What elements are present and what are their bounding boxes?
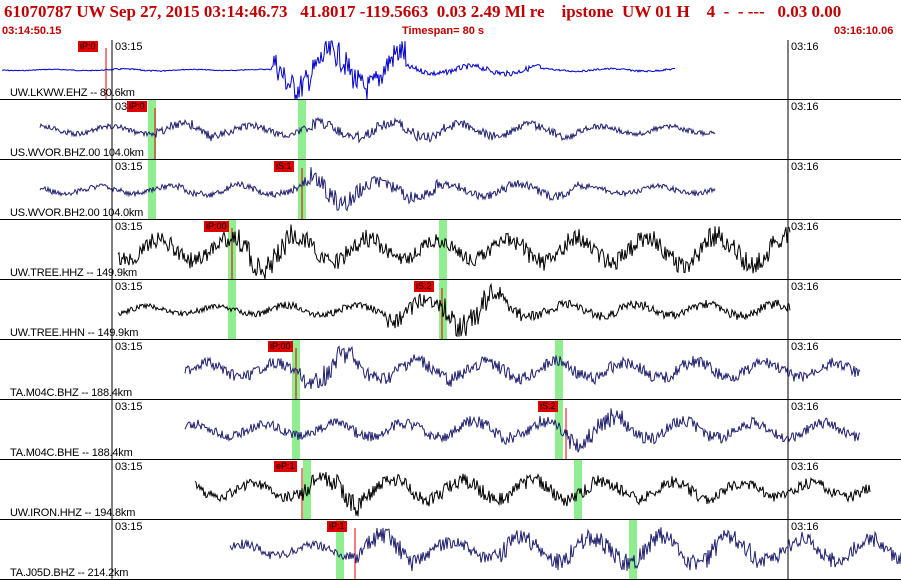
channel-label: UW.LKWW.EHZ -- 80.6km — [10, 87, 135, 99]
trace-panel[interactable]: 03:15 03:16 iP:1 TA.J05D.BHZ -- 214.2km — [0, 520, 901, 580]
trace-panel[interactable]: 03:15 03:16 eP:1 UW.IRON.HHZ -- 194.8km — [0, 460, 901, 520]
tick-label-right: 03:16 — [791, 161, 819, 173]
tick-label-right: 03:16 — [791, 341, 819, 353]
waveform-trace — [1, 40, 676, 100]
phase-pick-label[interactable]: eP:1 — [274, 461, 297, 472]
phase-window-bar — [629, 520, 637, 580]
trace-canvas — [0, 100, 901, 160]
channel-label: US.WVOR.BHZ.00 104.0km — [10, 147, 144, 159]
trace-panel[interactable]: 03:15 03:16 iS:1 US.WVOR.BH2.00 104.0km — [0, 160, 901, 220]
channel-label: UW.TREE.HHZ -- 149.9km — [10, 267, 138, 279]
trace-canvas — [0, 40, 901, 100]
channel-label: TA.M04C.BHE -- 188.4km — [10, 447, 133, 459]
tick-label-left: 03:15 — [115, 401, 143, 413]
phase-pick-label[interactable]: iS:2 — [414, 281, 434, 292]
timespan-label: Timespan= 80 s — [402, 25, 485, 37]
trace-canvas — [0, 220, 901, 280]
waveform-trace — [184, 408, 861, 453]
waveform-trace — [194, 471, 871, 517]
tick-label-left: 03:15 — [115, 281, 143, 293]
phase-pick-label[interactable]: iP:1 — [327, 521, 347, 532]
tick-label-left: 03:15 — [115, 341, 143, 353]
trace-panel[interactable]: 03:15 03:16 iP:00 TA.M04C.BHZ -- 188.4km — [0, 340, 901, 400]
tick-label-right: 03:16 — [791, 101, 819, 113]
trace-canvas — [0, 280, 901, 340]
tick-label-right: 03:16 — [791, 41, 819, 53]
tick-label-left: 03:15 — [115, 521, 143, 533]
tick-label-left: 03:15 — [115, 41, 143, 53]
trace-canvas — [0, 340, 901, 400]
phase-window-bar — [148, 100, 156, 160]
phase-pick-label[interactable]: iS:2 — [538, 401, 558, 412]
phase-pick-label[interactable]: iP:00 — [268, 341, 293, 352]
phase-pick-label[interactable]: iP:0 — [78, 41, 98, 52]
channel-label: US.WVOR.BH2.00 104.0km — [10, 207, 144, 219]
end-time: 03:16:10.06 — [834, 25, 894, 37]
start-time: 03:14:50.15 — [2, 25, 62, 37]
trace-canvas — [0, 160, 901, 220]
tick-label-right: 03:16 — [791, 281, 819, 293]
phase-window-bar — [555, 340, 563, 400]
waveform-trace — [184, 345, 861, 389]
trace-panel[interactable]: 03:15 03:16 iS:2 TA.M04C.BHE -- 188.4km — [0, 400, 901, 460]
phase-pick-label[interactable]: iS:1 — [274, 161, 294, 172]
phase-window-bar — [555, 400, 563, 460]
trace-canvas — [0, 460, 901, 520]
trace-canvas — [0, 400, 901, 460]
tick-label-left: 03:15 — [115, 221, 143, 233]
phase-window-bar — [439, 220, 447, 280]
trace-panel[interactable]: 03:15 03:16 iP:00 UW.TREE.HHZ -- 149.9km — [0, 220, 901, 280]
waveform-trace — [229, 527, 901, 572]
phase-window-bar — [292, 400, 300, 460]
waveform-trace — [117, 224, 791, 280]
channel-label: TA.M04C.BHZ -- 188.4km — [10, 387, 132, 399]
tick-label-right: 03:16 — [791, 461, 819, 473]
phase-pick-label[interactable]: iP:0 — [127, 101, 147, 112]
channel-label: UW.IRON.HHZ -- 194.8km — [10, 507, 136, 519]
channel-label: TA.J05D.BHZ -- 214.2km — [10, 567, 129, 579]
phase-window-bar — [439, 280, 447, 340]
tick-label-right: 03:16 — [791, 221, 819, 233]
tick-label-left: 03:15 — [115, 461, 143, 473]
tick-label-left: 03:15 — [115, 161, 143, 173]
trace-panel[interactable]: 03:15 03:16 iS:2 UW.TREE.HHN -- 149.9km — [0, 280, 901, 340]
waveform-trace — [117, 282, 791, 338]
phase-window-bar — [298, 100, 306, 160]
waveform-trace — [39, 167, 716, 212]
trace-panel[interactable]: 03:15 03:16 iP:0 UW.LKWW.EHZ -- 80.6km — [0, 40, 901, 100]
tick-label-right: 03:16 — [791, 521, 819, 533]
seismogram-header: 61070787 UW Sep 27, 2015 03:14:46.73 41.… — [0, 0, 901, 40]
event-summary: 61070787 UW Sep 27, 2015 03:14:46.73 41.… — [4, 2, 842, 21]
phase-window-bar — [303, 460, 311, 520]
phase-window-bar — [336, 520, 344, 580]
phase-pick-label[interactable]: iP:00 — [204, 221, 229, 232]
waveform-trace — [39, 116, 716, 144]
channel-label: UW.TREE.HHN -- 149.9km — [10, 327, 139, 339]
tick-label-right: 03:16 — [791, 401, 819, 413]
